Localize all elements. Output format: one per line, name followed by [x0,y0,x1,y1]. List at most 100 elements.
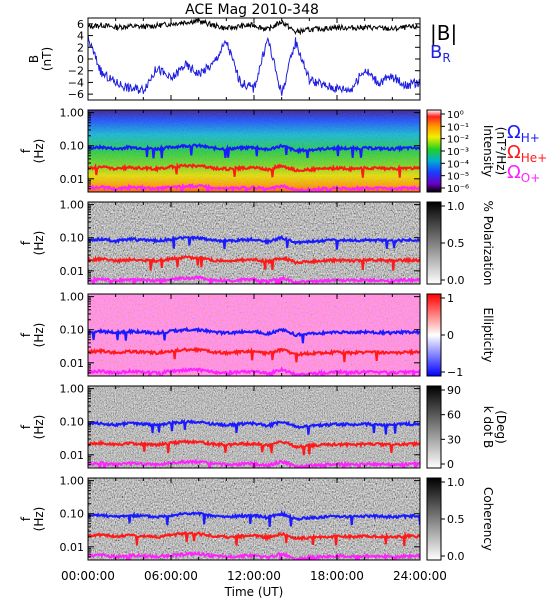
polarization-colorbar [426,201,442,285]
kdotb-colorbar [426,385,442,469]
he-plus-gyrofreq-line [88,254,420,271]
colorbar-tick-label: 0.5 [447,237,465,250]
h-plus-gyrofreq-line [88,143,420,159]
b-total-line [88,18,420,36]
ellipticity-ylabel: f [19,332,33,337]
legend-b-radial: BR [430,42,451,65]
ellipticity-spectrogram [88,294,420,376]
x-axis-label: Time (UT) [224,585,284,599]
colorbar-tick-label: 0.5 [447,513,465,526]
f-ytick-label: 1.00 [60,199,85,212]
colorbar-tick-label: 1.0 [447,476,465,489]
polarization-yunit: (Hz) [32,231,46,256]
ellipticity-colorbar-label: Ellipticity [481,308,495,363]
colorbar-tick-label: 0.0 [447,550,465,563]
x-tick-label: 18:00:00 [310,569,364,583]
f-ytick-label: 1.00 [60,475,85,488]
h-plus-gyrofreq-line [88,510,420,527]
x-tick-label: 24:00:00 [393,569,447,583]
he-plus-gyrofreq-line [88,162,420,178]
f-ytick-label: 0.10 [60,416,85,429]
b-ylabel: B [27,55,41,63]
colorbar-tick-label: 10⁻³ [447,147,469,158]
f-ytick-label: 0.10 [60,324,85,337]
f-ytick-label: 0.10 [60,140,85,153]
colorbar-tick-label: 0.0 [447,274,465,287]
colorbar-tick-label: 0 [447,458,454,471]
intensity-colorbar [426,109,442,193]
f-ytick-label: 0.01 [60,449,85,462]
ellipticity-colorbar [426,293,442,377]
coherency-ylabel: f [19,516,33,521]
f-ytick-label: 1.00 [60,383,85,396]
ellipticity-panel: 1.00 0.10 0.01 f (Hz) 1 0 −1 Ellipticity [19,291,495,379]
h-plus-gyrofreq-line [88,234,420,250]
colorbar-tick-label: 10⁻⁴ [447,159,469,170]
kdotb-colorbar-label: k dot B [481,406,495,448]
coherency-panel: 1.00 0.10 0.01 f (Hz) 1.0 0.5 0.0 Coherency [19,475,495,563]
polarization-ylabel: f [19,240,33,245]
kdotb-spectrogram [88,386,420,468]
b-ytick-label: −2 [68,65,84,78]
b-ytick-label: 0 [77,53,84,66]
colorbar-tick-label: 10⁻² [447,135,469,146]
b-yunit: (nT) [40,47,54,71]
b-ytick-label: 2 [77,41,84,54]
colorbar-tick-label: 1 [447,292,454,305]
kdotb-ylabel: f [19,424,33,429]
legend-omega-o: ΩO+ [507,162,540,185]
colorbar-tick-label: 60 [447,409,461,422]
f-ytick-label: 0.10 [60,508,85,521]
x-axis: 00:00:00 06:00:00 12:00:00 18:00:00 24:00:00 [61,569,447,583]
colorbar-tick-label: 10⁻⁵ [447,172,469,183]
b-ytick-label: −6 [68,88,84,101]
f-ytick-label: 0.10 [60,232,85,245]
f-ytick-label: 1.00 [60,107,85,120]
polarization-colorbar-label: % Polarization [481,201,495,286]
coherency-colorbar [426,477,442,561]
coherency-spectrogram [88,478,420,560]
f-ytick-label: 0.01 [60,173,85,186]
b-ytick-label: −4 [68,76,84,89]
f-ytick-label: 0.01 [60,265,85,278]
polarization-panel: 1.00 0.10 0.01 f (Hz) 1.0 0.5 0.0 % Polariza… [19,199,495,287]
f-ytick-label: 1.00 [60,291,85,304]
legend-omega-he: ΩHe+ [507,142,547,165]
b-radial-line [88,34,420,96]
he-plus-gyrofreq-line [88,531,420,547]
kdotb-yunit: (Hz) [32,415,46,440]
f-ytick-label: 0.01 [60,357,85,370]
ion-legend: ΩH+ ΩHe+ ΩO+ [507,122,547,185]
colorbar-tick-label: 10⁻¹ [447,122,469,133]
intensity-colorbar-label: Intensity [481,125,495,177]
legend-omega-h: ΩH+ [507,122,540,145]
colorbar-tick-label: 90 [447,384,461,397]
coherency-yunit: (Hz) [32,507,46,532]
colorbar-tick-label: −1 [447,366,463,379]
intensity-colorbar-unit: (nT²/Hz) [494,127,508,175]
x-tick-label: 12:00:00 [227,569,281,583]
intensity-ylabel: f [19,148,33,153]
x-tick-label: 00:00:00 [61,569,115,583]
coherency-colorbar-label: Coherency [481,487,495,551]
b-ytick-label: 4 [77,30,84,43]
colorbar-tick-label: 10⁰ [447,110,464,121]
f-ytick-label: 0.01 [60,541,85,554]
legend-b-total: |B| [430,21,457,45]
intensity-yunit: (Hz) [32,139,46,164]
figure-title: ACE Mag 2010-348 [185,2,319,18]
h-plus-gyrofreq-line [88,418,420,435]
h-plus-gyrofreq-line [88,326,420,344]
colorbar-tick-label: 30 [447,433,461,446]
colorbar-tick-label: 1.0 [447,200,465,213]
colorbar-tick-label: 0 [447,329,454,342]
polarization-spectrogram [88,202,420,284]
kdotb-panel: 1.00 0.10 0.01 f (Hz) 90 60 30 0 k dot B (Deg… [19,383,508,471]
colorbar-tick-label: 10⁻⁶ [447,184,469,195]
ellipticity-yunit: (Hz) [32,323,46,348]
kdotb-colorbar-unit: (Deg) [494,410,508,444]
b-ytick-label: 6 [77,18,84,31]
